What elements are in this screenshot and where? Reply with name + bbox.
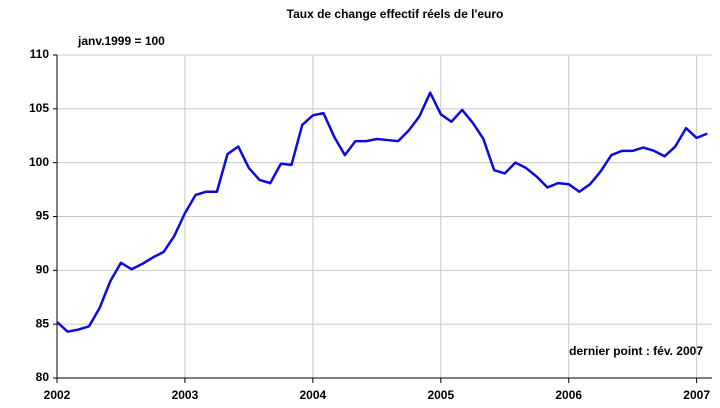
y-tick-label: 80 [36,370,50,384]
base-note: janv.1999 = 100 [77,34,165,48]
y-tick-label: 90 [36,263,50,277]
x-tick-label: 2007 [683,388,710,402]
last-point-note: dernier point : fév. 2007 [569,344,703,358]
x-tick-label: 2004 [300,388,327,402]
x-tick-label: 2002 [44,388,71,402]
y-tick-label: 85 [36,316,50,330]
x-tick-label: 2003 [172,388,199,402]
x-tick-label: 2005 [427,388,454,402]
y-tick-label: 100 [29,155,49,169]
y-tick-label: 110 [30,47,50,61]
y-tick-label: 95 [36,209,50,223]
y-tick-label: 105 [29,101,49,115]
data-line [56,91,708,333]
x-tick-label: 2006 [555,388,582,402]
chart-title: Taux de change effectif réels de l'euro [287,7,504,21]
